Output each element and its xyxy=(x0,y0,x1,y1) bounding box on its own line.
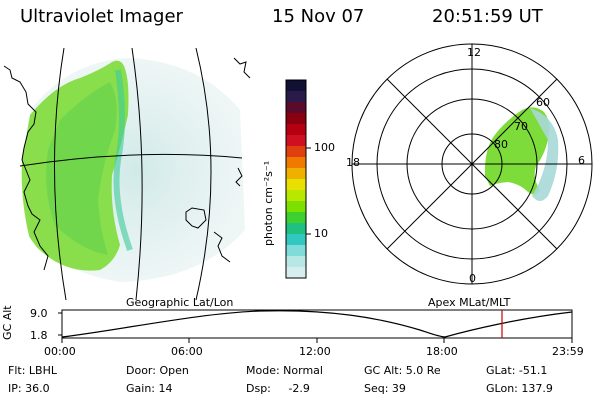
color-bar-segment xyxy=(286,124,306,136)
mlt-label-0: 0 xyxy=(469,272,476,285)
color-bar-segment xyxy=(286,113,306,125)
color-bar-segment xyxy=(286,201,306,213)
coastline-east xyxy=(185,57,251,263)
mlat-label-60: 60 xyxy=(536,96,550,109)
instrument-title: Ultraviolet Imager xyxy=(20,6,183,27)
color-bar-segment xyxy=(286,146,306,158)
altitude-tick-high: 9.0 xyxy=(30,307,48,320)
color-bar xyxy=(286,80,306,279)
aurora-core xyxy=(46,82,117,255)
mlt-label-6: 6 xyxy=(578,154,585,167)
status-ip: IP: 36.0 xyxy=(8,382,50,395)
color-bar-segment xyxy=(286,256,306,268)
color-bar-segment xyxy=(286,80,306,92)
polar-diffuse xyxy=(530,108,559,201)
polar-panel-label: Apex MLat/MLT xyxy=(428,296,511,309)
coastline-west xyxy=(3,65,49,271)
color-bar-segment xyxy=(286,245,306,257)
color-bar-segment xyxy=(286,157,306,169)
color-bar-segment xyxy=(286,168,306,180)
status-gc-alt: GC Alt: 5.0 Re xyxy=(364,364,441,377)
polar-plot xyxy=(351,43,593,285)
status-door: Door: Open xyxy=(126,364,189,377)
color-bar-frame xyxy=(285,79,307,279)
geo-panel-label: Geographic Lat/Lon xyxy=(126,296,234,309)
color-bar-segment xyxy=(286,267,306,279)
altitude-tick-low: 1.8 xyxy=(30,329,48,342)
altitude-curve xyxy=(61,310,573,338)
status-filter: Flt: LBHL xyxy=(8,364,57,377)
observation-date: 15 Nov 07 xyxy=(272,6,365,27)
status-seq: Seq: 39 xyxy=(364,382,406,395)
latitude-line xyxy=(19,153,243,167)
time-tick-2359: 23:59 xyxy=(552,345,584,358)
time-tick-0600: 06:00 xyxy=(171,345,203,358)
colorbar-tick-100: 100 xyxy=(314,141,335,154)
mlat-label-70: 70 xyxy=(514,120,528,133)
colorbar-tick-10: 10 xyxy=(314,227,328,240)
meridian-1 xyxy=(54,47,67,301)
color-bar-segment xyxy=(286,135,306,147)
status-dsp: Dsp: -2.9 xyxy=(246,382,310,395)
color-bar-segment xyxy=(286,223,306,235)
meridian-3 xyxy=(195,47,212,301)
color-bar-segment xyxy=(286,190,306,202)
color-bar-segment xyxy=(286,234,306,246)
mlat-label-80: 80 xyxy=(494,138,508,151)
color-bar-segment xyxy=(286,212,306,224)
colorbar-units: photon cm⁻²s⁻¹ xyxy=(262,160,275,246)
aurora-teal-band xyxy=(113,69,133,252)
mlt-label-18: 18 xyxy=(346,156,360,169)
color-bar-segment xyxy=(286,179,306,191)
mlt-diag-2 xyxy=(386,78,558,250)
status-glon: GLon: 137.9 xyxy=(486,382,553,395)
altitude-axis-label: GC Alt xyxy=(1,305,14,340)
status-mode: Mode: Normal xyxy=(246,364,323,377)
time-tick-1200: 12:00 xyxy=(299,345,331,358)
meridian-2 xyxy=(131,47,143,301)
time-tick-1800: 18:00 xyxy=(426,345,458,358)
status-gain: Gain: 14 xyxy=(126,382,173,395)
color-bar-segment xyxy=(286,91,306,103)
geographic-image xyxy=(3,47,251,301)
time-tick-0000: 00:00 xyxy=(44,345,76,358)
altitude-plot xyxy=(58,309,573,343)
observation-time: 20:51:59 UT xyxy=(432,6,543,27)
status-glat: GLat: -51.1 xyxy=(486,364,548,377)
color-bar-segment xyxy=(286,102,306,114)
mlt-label-12: 12 xyxy=(467,46,481,59)
